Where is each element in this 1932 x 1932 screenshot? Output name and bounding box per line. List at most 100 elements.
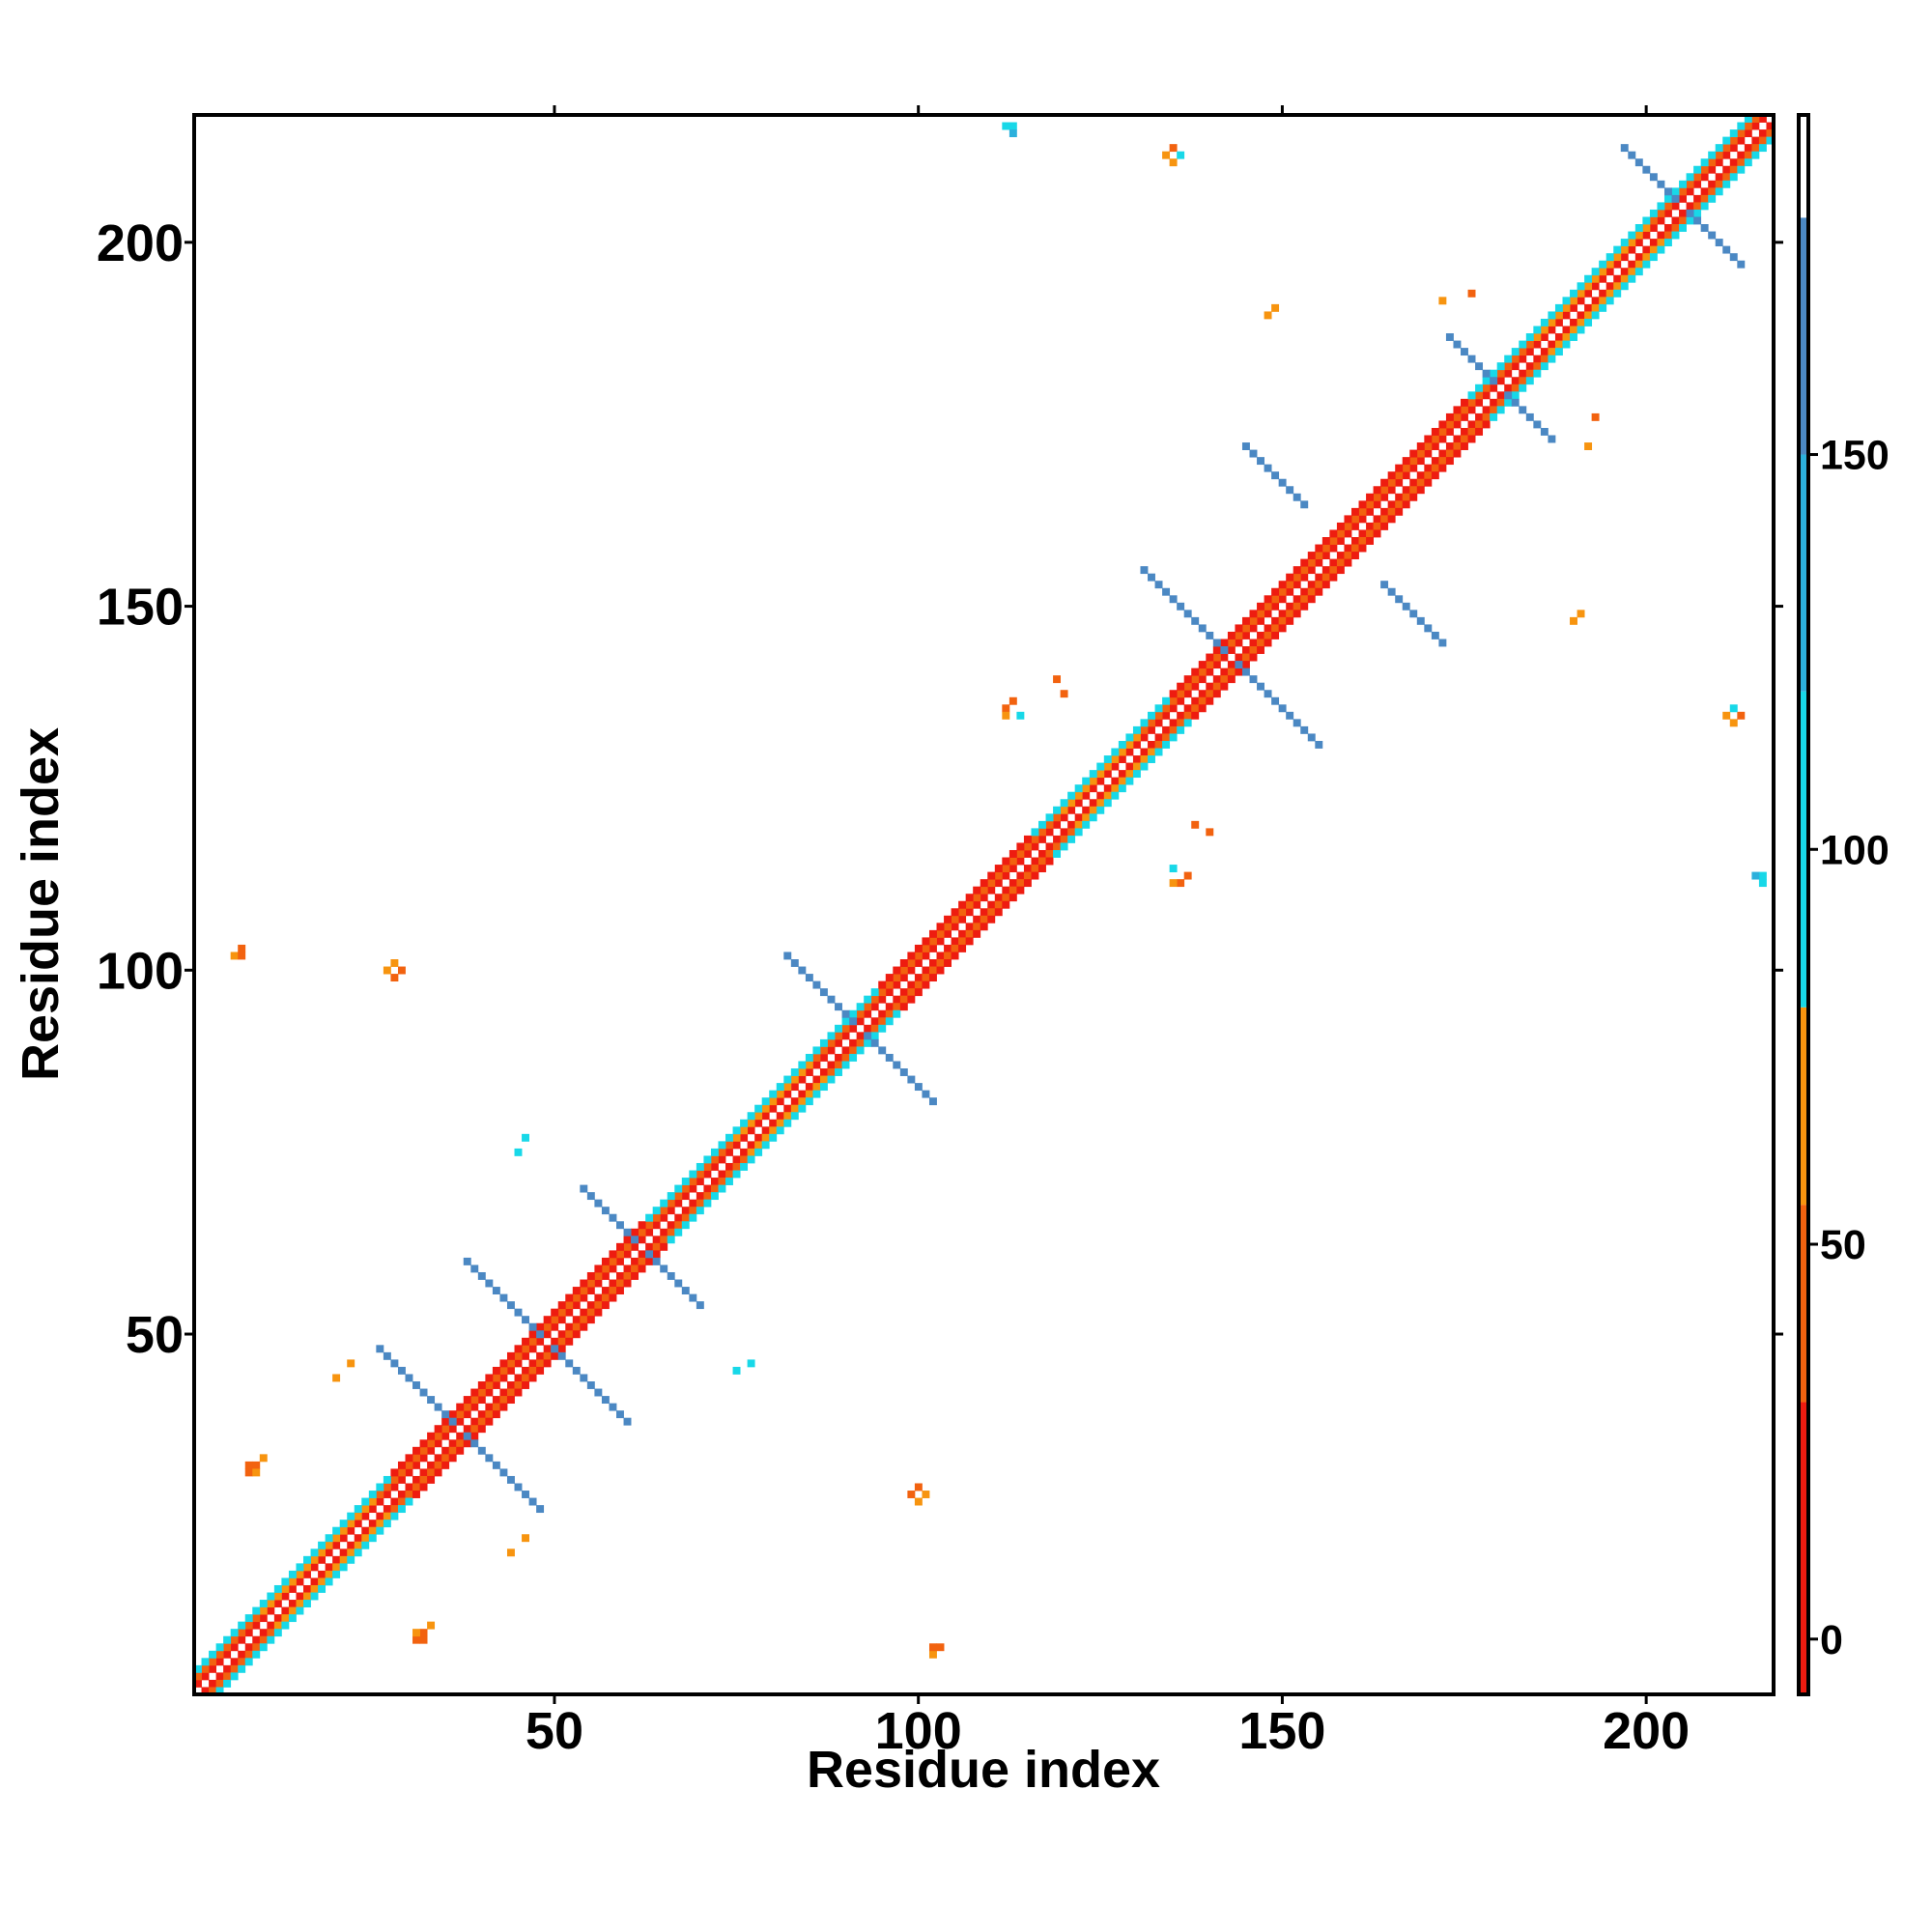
heatmap-cell [609,1250,617,1259]
heatmap-cell [215,1679,224,1688]
heatmap-cell [1387,507,1396,516]
heatmap-cell [1038,835,1046,843]
heatmap-cell [238,1658,246,1666]
heatmap-cell [273,1621,282,1630]
heatmap-cell [1045,857,1054,866]
heatmap-cell [1286,711,1294,720]
heatmap-cell [1570,289,1577,298]
heatmap-cell [1162,696,1171,705]
heatmap-cell [514,1381,523,1389]
heatmap-cell [1074,813,1083,822]
heatmap-cell [740,1148,749,1156]
heatmap-cell [1002,871,1010,880]
heatmap-cell [623,1417,632,1426]
heatmap-cell [1191,675,1200,684]
heatmap-cell [1002,865,1010,872]
heatmap-cell [1758,879,1767,888]
heatmap-cell [580,1184,588,1193]
heatmap-cell [427,1475,436,1484]
heatmap-cell [492,1410,500,1419]
heatmap-cell [907,966,916,975]
heatmap-cell [259,1614,268,1623]
heatmap-cell [1060,835,1068,843]
heatmap-cell [1533,355,1542,363]
heatmap-cell [485,1374,494,1382]
heatmap-cell [347,1512,355,1520]
heatmap-cell [281,1592,290,1601]
heatmap-cell [718,1155,726,1164]
heatmap-cell [1118,770,1126,779]
heatmap-cell [674,1199,683,1208]
heatmap-cell [551,1345,559,1353]
heatmap-cell [1206,661,1214,669]
heatmap-cell [1634,231,1643,240]
heatmap-cell [296,1570,304,1578]
heatmap-cell [448,1410,457,1419]
heatmap-cell [506,1301,515,1310]
heatmap-cell [638,1228,646,1236]
heatmap-cell [252,1650,261,1659]
heatmap-cell [1220,668,1229,676]
heatmap-cell [427,1468,436,1477]
heatmap-cell [492,1461,500,1469]
heatmap-cell [1321,544,1330,553]
heatmap-cell [1461,435,1468,443]
heatmap-cell [1744,158,1752,167]
heatmap-cell [1671,224,1680,232]
heatmap-cell [987,900,996,909]
heatmap-cell [1649,173,1658,182]
heatmap-cell [1504,384,1513,392]
heatmap-cell [296,1563,304,1572]
heatmap-cell [252,1606,261,1615]
heatmap-cell [522,1534,529,1543]
heatmap-cell [1562,333,1571,341]
heatmap-cell [318,1570,327,1578]
heatmap-cell [1424,449,1433,458]
heatmap-cell [499,1366,508,1375]
heatmap-cell [1336,522,1345,530]
heatmap-cell [1605,268,1614,276]
heatmap-cell [332,1526,341,1535]
heatmap-cell [310,1548,319,1557]
heatmap-cell [1729,165,1738,174]
heatmap-cell [1751,151,1760,159]
heatmap-cell [238,1635,246,1644]
heatmap-cell [1548,311,1556,320]
heatmap-cell [194,1672,202,1681]
heatmap-cell [1307,552,1316,560]
heatmap-cell [1300,595,1309,604]
heatmap-cell [1708,158,1717,167]
heatmap-cell [1570,318,1577,327]
heatmap-cell [914,959,923,967]
heatmap-cell [1548,326,1556,334]
heatmap-cell [732,1162,741,1171]
heatmap-cell [1053,675,1062,684]
heatmap-cell [1496,369,1505,378]
heatmap-cell [747,1359,755,1368]
heatmap-cell [594,1199,603,1208]
heatmap-cell [492,1374,500,1382]
heatmap-cell [899,959,908,967]
heatmap-cell [215,1687,224,1695]
heatmap-cell [1504,355,1513,363]
heatmap-cell [244,1643,253,1652]
heatmap-cell [586,1316,595,1324]
heatmap-cell [536,1330,545,1339]
heatmap-cell [1548,355,1556,363]
heatmap-cell [631,1236,639,1244]
heatmap-cell [725,1170,733,1179]
heatmap-cell [1183,704,1192,713]
heatmap-cell [1751,136,1760,145]
heatmap-cell [1271,602,1280,611]
heatmap-cell [1074,799,1083,808]
heatmap-cell [790,1083,799,1092]
heatmap-cell [273,1592,282,1601]
heatmap-cell [1249,616,1258,625]
heatmap-cell [463,1396,471,1405]
heatmap-cell [1649,245,1658,254]
heatmap-cell [1540,348,1548,356]
heatmap-cell [1198,668,1207,676]
heatmap-cell [681,1178,690,1185]
heatmap-cell [470,1403,479,1411]
heatmap-cell [958,944,967,952]
